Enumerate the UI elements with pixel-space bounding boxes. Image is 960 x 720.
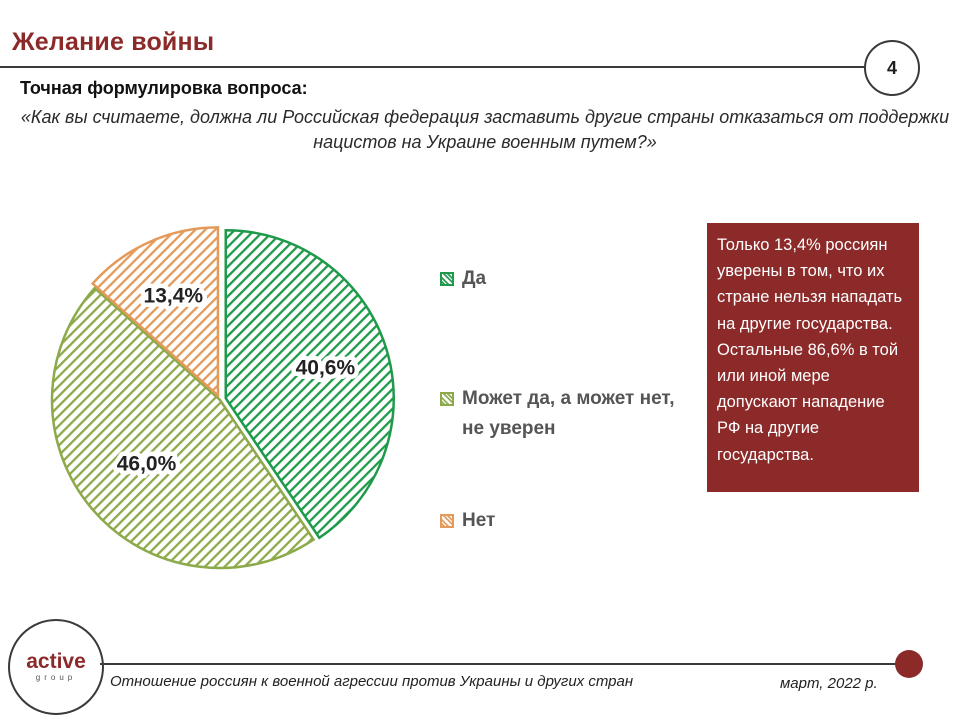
logo-wordmark: active: [26, 650, 86, 673]
legend-swatch-hatch: [446, 272, 454, 280]
legend-item-net: Нет: [440, 506, 687, 536]
legend-swatch-maybe: [440, 392, 454, 406]
pie-chart: 40,6% 46,0% 13,4%: [50, 226, 395, 570]
legend-swatch-hatch: [440, 522, 446, 528]
question-text: «Как вы считаете, должна ли Российская ф…: [20, 107, 950, 152]
legend-swatch-hatch: [446, 514, 454, 522]
legend-label-maybe: Может да, а может нет, не уверен: [462, 388, 675, 439]
summary-callout: Только 13,4% россиян уверены в том, что …: [707, 223, 919, 492]
legend-swatch-net: [440, 514, 454, 528]
logo-subtext: group: [35, 673, 77, 682]
header-divider: [0, 66, 866, 68]
footer-dot: [895, 650, 923, 678]
legend-label-da: Да: [462, 268, 487, 289]
legend-item-maybe: Может да, а может нет, не уверен: [440, 384, 687, 444]
footer-report-title: Отношение россиян к военной агрессии про…: [110, 673, 634, 690]
footer-date: март, 2022 р.: [780, 675, 878, 692]
pie-slice-da: [224, 229, 395, 540]
legend-swatch-hatch: [440, 276, 450, 286]
legend-swatch-da: [440, 272, 454, 286]
pie-label-net: 13,4%: [144, 284, 204, 307]
legend-label-net: Нет: [462, 510, 496, 531]
legend-swatch-hatch: [440, 518, 450, 528]
page-title: Желание войны: [12, 28, 215, 56]
legend-swatch-hatch: [446, 392, 454, 400]
legend-swatch-hatch: [442, 272, 454, 284]
footer-divider: [100, 663, 900, 665]
pie-label-maybe: 46,0%: [117, 452, 177, 475]
pie-label-da: 40,6%: [296, 356, 356, 379]
legend-swatch-hatch: [442, 392, 454, 404]
legend-swatch-hatch: [440, 396, 450, 406]
pie-slice-maybe: [50, 286, 316, 570]
legend-item-da: Да: [440, 264, 687, 294]
pie-slice-net: [90, 226, 220, 399]
page-number-badge: 4: [864, 40, 920, 96]
legend-swatch-hatch: [440, 280, 446, 286]
legend-swatch-hatch: [442, 514, 454, 526]
question-label: Точная формулировка вопроса:: [20, 78, 308, 98]
legend-swatch-hatch: [440, 400, 446, 406]
company-logo: active group: [8, 619, 104, 715]
